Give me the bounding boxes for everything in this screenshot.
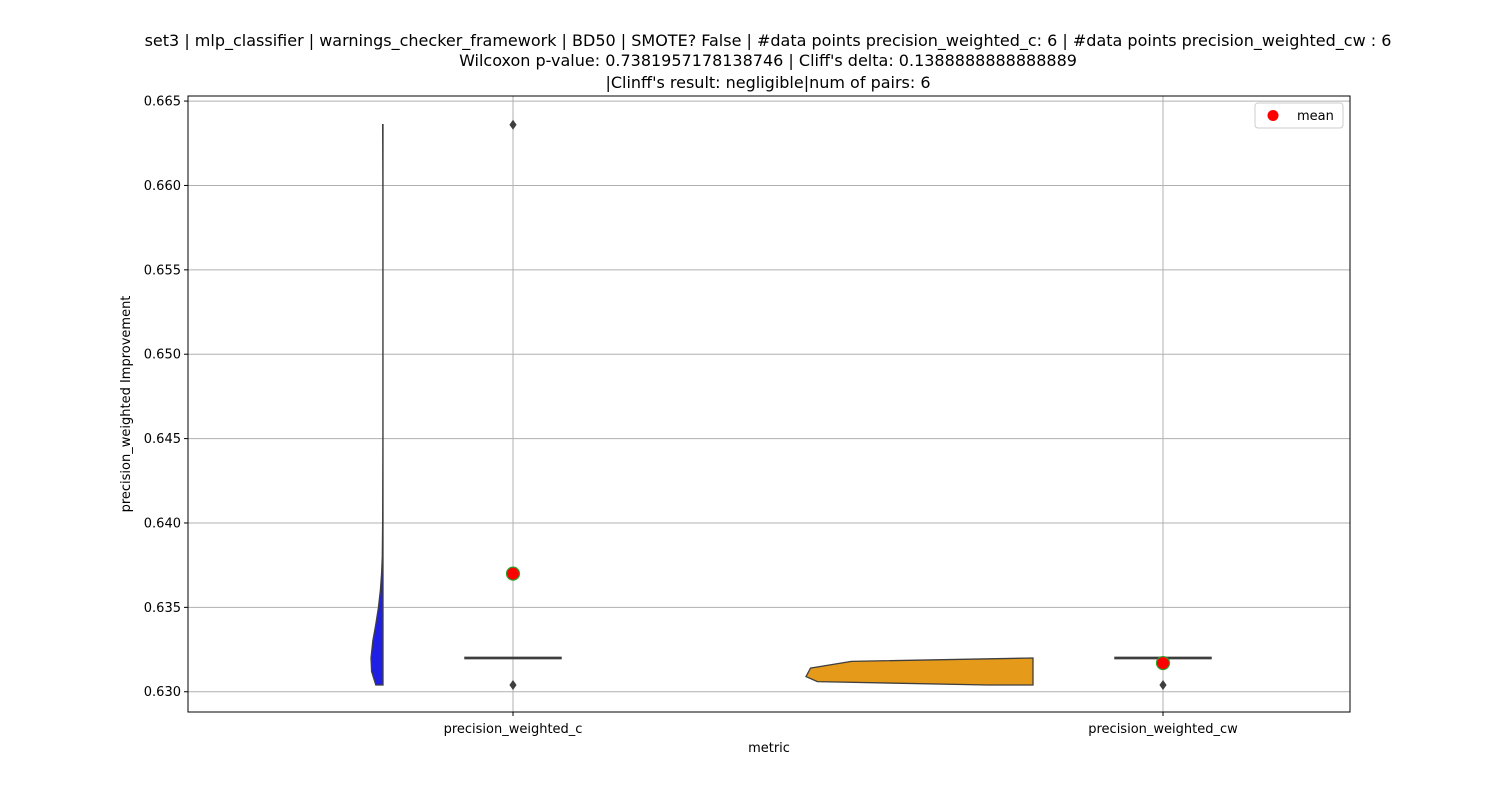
y-tick-label-2: 0.640 — [144, 516, 181, 531]
mean-marker-precision_weighted_c — [505, 566, 521, 581]
x-axis-label: metric — [748, 741, 790, 756]
y-axis: 0.630 0.635 0.640 0.645 0.650 0.655 0.660 0.665 — [144, 95, 188, 700]
legend-mean-marker — [1267, 110, 1279, 121]
violin-precision_weighted_cw — [805, 657, 1034, 686]
y-tick-label-7: 0.665 — [144, 95, 181, 110]
title-line-2: Wilcoxon p-value: 0.7381957178138746 | C… — [459, 51, 1077, 70]
plot-frame — [187, 95, 1351, 713]
y-tick-label-4: 0.650 — [144, 348, 181, 363]
y-tick-label-5: 0.655 — [144, 263, 181, 278]
x-tick-label-0: precision_weighted_c — [444, 722, 583, 737]
y-tick-label-6: 0.660 — [144, 179, 181, 194]
violins — [370, 124, 1034, 686]
x-tick-label-1: precision_weighted_cw — [1088, 722, 1238, 737]
y-axis-label: precision_weighted Improvement — [119, 296, 134, 513]
y-tick-label-3: 0.645 — [144, 432, 181, 447]
grid — [188, 96, 1350, 712]
outlier-precision_weighted_c-0 — [509, 119, 517, 130]
outlier-precision_weighted_c-1 — [509, 679, 517, 690]
legend: mean — [1254, 102, 1344, 129]
chart-title: set3 | mlp_classifier | warnings_checker… — [145, 31, 1392, 92]
points — [505, 566, 1171, 671]
y-tick-label-0: 0.630 — [144, 685, 181, 700]
violin-precision_weighted_c — [370, 124, 384, 686]
legend-label-mean: mean — [1297, 109, 1334, 124]
mean-marker-precision_weighted_cw — [1155, 655, 1171, 671]
outlier-precision_weighted_cw-0 — [1159, 679, 1167, 690]
legend-box — [1254, 102, 1344, 129]
title-line-1: set3 | mlp_classifier | warnings_checker… — [145, 31, 1392, 51]
boxes — [464, 119, 1212, 690]
y-tick-label-1: 0.635 — [144, 601, 181, 616]
x-axis: precision_weighted_c precision_weighted_c… — [444, 712, 1238, 737]
title-line-3: |Clinff's result: negligible|num of pair… — [605, 73, 930, 92]
